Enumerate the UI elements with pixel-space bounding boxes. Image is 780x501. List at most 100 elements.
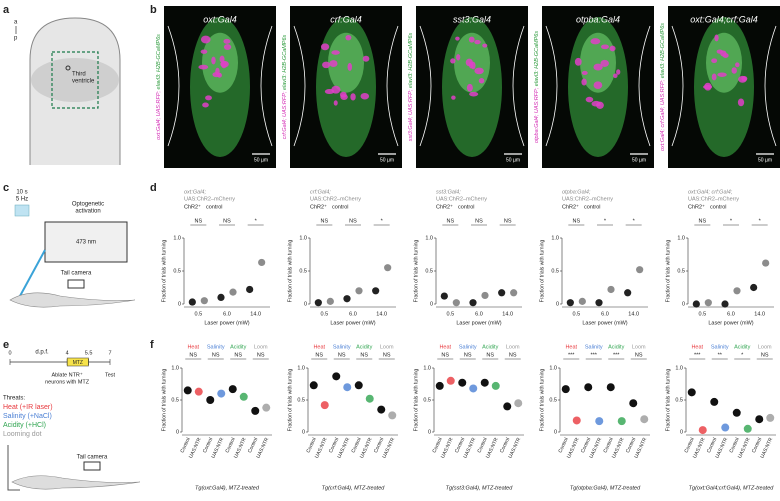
- threat-label: Heat: [313, 344, 325, 350]
- labelled-cell: [593, 81, 603, 90]
- labelled-cell: [450, 58, 456, 64]
- labelled-cell: [345, 34, 352, 41]
- data-point: [624, 289, 632, 297]
- eye-outline: [293, 25, 306, 147]
- x-tick-label: 6.0: [475, 311, 483, 317]
- ventricle-label: ventricle: [72, 79, 95, 85]
- genotype: sst3:Gal4;: [436, 189, 461, 195]
- timeline-tick-label: 5.5: [85, 350, 93, 356]
- significance: NS: [212, 352, 220, 358]
- threat-label: Salinity: [207, 344, 225, 350]
- significance: *: [633, 218, 636, 224]
- significance: NS: [441, 352, 449, 358]
- labelled-cell: [711, 73, 717, 81]
- labelled-cell: [593, 63, 603, 71]
- data-point: [491, 381, 500, 390]
- labelled-cell: [596, 101, 604, 109]
- significance: ***: [568, 352, 575, 358]
- side-label: crf:Gal4; UAS:RFP; elavl3: H2B-GCaMP6s: [282, 34, 288, 139]
- significance: *: [604, 218, 607, 224]
- data-point: [388, 411, 397, 420]
- threat-label: Heat: [565, 344, 577, 350]
- genotype: otpba:Gal4;: [562, 189, 591, 195]
- side-label-part: oxt:Gal4; UAS:RFP;: [156, 91, 162, 140]
- eye-outline: [260, 25, 273, 147]
- side-label-part: elavl3: H2B-GCaMP6s: [408, 32, 414, 88]
- labelled-cell: [741, 75, 748, 82]
- data-point: [640, 415, 649, 424]
- significance: NS: [504, 218, 512, 224]
- eye-outline: [512, 25, 525, 147]
- side-label-part: elavl3: H2B-GCaMP6s: [660, 23, 666, 79]
- significance: ***: [613, 352, 620, 358]
- eye-outline: [167, 25, 180, 147]
- data-point: [595, 299, 603, 307]
- labelled-cell: [211, 56, 216, 65]
- threat-label: Salinity: [585, 344, 603, 350]
- x-tick-label: 0.5: [447, 311, 455, 317]
- genotype: UAS:ChR2–mCherry: [436, 196, 487, 202]
- data-point: [514, 399, 523, 408]
- data-point: [481, 291, 489, 300]
- pulse-label: 10 s: [16, 190, 27, 196]
- y-tick-label: 1.0: [297, 365, 305, 371]
- eye-outline: [386, 25, 399, 147]
- x-tick-label: 14.0: [754, 311, 765, 317]
- scale-label: 50 µm: [380, 157, 394, 163]
- x-axis-label: Tg(sst3:Gal4), MTZ-treated: [446, 485, 514, 491]
- data-point: [228, 385, 237, 394]
- labelled-cell: [200, 35, 211, 44]
- y-tick-label: 1.0: [425, 235, 433, 241]
- labelled-cell: [212, 71, 221, 78]
- y-tick-label: 0.5: [425, 268, 433, 274]
- data-point: [365, 394, 374, 403]
- side-label: oxt:Gal4; crf:Gal4; UAS:RFP; elavl3: H2B…: [660, 23, 666, 151]
- y-tick-label: 1.0: [551, 235, 559, 241]
- x-tick-label: 0.5: [699, 311, 707, 317]
- y-tick-label: 0.5: [173, 268, 181, 274]
- y-tick-label: 0: [430, 301, 433, 307]
- camera-label: Tail camera: [77, 455, 108, 461]
- threat-label: Loom: [632, 344, 646, 350]
- data-point: [251, 406, 260, 415]
- significance: NS: [475, 218, 483, 224]
- threat-label: Heat: [187, 344, 199, 350]
- significance: NS: [321, 218, 329, 224]
- data-point: [733, 287, 741, 295]
- data-point: [217, 389, 226, 398]
- genotype: oxt:Gal4; crf:Gal4;: [688, 189, 733, 195]
- data-point: [452, 299, 460, 307]
- labelled-cell: [469, 91, 479, 97]
- data-point: [262, 403, 271, 412]
- labelled-cell: [220, 60, 229, 68]
- timeline-tick-label: 7: [108, 350, 111, 356]
- significance: NS: [223, 218, 231, 224]
- threat-entry: Salinity (+NaCl): [3, 413, 52, 420]
- labelled-cell: [223, 44, 232, 51]
- data-point: [566, 299, 574, 307]
- camera: [83, 461, 101, 471]
- labelled-cell: [574, 57, 582, 66]
- data-point: [188, 298, 196, 306]
- labelled-cell: [362, 55, 370, 62]
- threat-entry: Heat (+IR laser): [3, 404, 53, 411]
- legend-entry: control: [584, 204, 601, 210]
- eye-outline: [638, 25, 651, 147]
- threat-label: Salinity: [711, 344, 729, 350]
- image-title: sst3:Gal4: [453, 14, 491, 24]
- data-point: [750, 283, 758, 292]
- panel-label: d: [150, 182, 157, 194]
- image-title: oxt:Gal4;crf:Gal4: [690, 14, 758, 24]
- labelled-cell: [322, 61, 331, 69]
- data-point: [258, 258, 266, 267]
- x-tick-label: 14.0: [502, 311, 513, 317]
- data-point: [446, 376, 455, 385]
- labelled-cell: [585, 96, 594, 103]
- data-point: [217, 293, 225, 301]
- data-point: [469, 299, 477, 307]
- axis-label: p: [14, 36, 18, 42]
- data-point: [440, 292, 448, 300]
- data-point: [595, 417, 604, 426]
- genotype: UAS:ChR2–mCherry: [562, 196, 613, 202]
- threat-label: Heat: [439, 344, 451, 350]
